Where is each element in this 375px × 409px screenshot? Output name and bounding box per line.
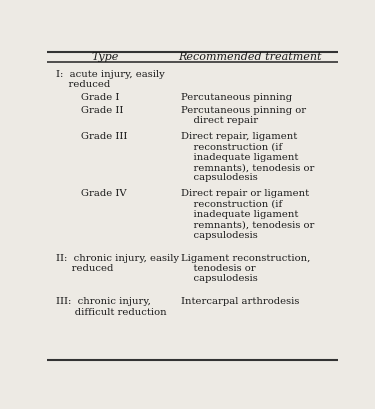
Text: I:  acute injury, easily: I: acute injury, easily	[56, 70, 164, 79]
Text: difficult reduction: difficult reduction	[56, 308, 166, 317]
Text: Ligament reconstruction,: Ligament reconstruction,	[181, 254, 310, 263]
Text: direct repair: direct repair	[181, 116, 258, 125]
Text: Direct repair or ligament: Direct repair or ligament	[181, 189, 309, 198]
Text: capsulodesis: capsulodesis	[181, 274, 257, 283]
Text: reconstruction (if: reconstruction (if	[181, 142, 282, 151]
Text: Grade I: Grade I	[56, 93, 119, 102]
Text: Grade III: Grade III	[56, 132, 127, 141]
Text: Grade II: Grade II	[56, 106, 123, 115]
Text: Percutaneous pinning or: Percutaneous pinning or	[181, 106, 306, 115]
Text: Type: Type	[92, 52, 118, 62]
Text: capsulodesis: capsulodesis	[181, 173, 257, 182]
Text: Percutaneous pinning: Percutaneous pinning	[181, 93, 292, 102]
Text: remnants), tenodesis or: remnants), tenodesis or	[181, 163, 314, 172]
Text: remnants), tenodesis or: remnants), tenodesis or	[181, 220, 314, 229]
Text: III:  chronic injury,: III: chronic injury,	[56, 297, 150, 306]
Text: inadequate ligament: inadequate ligament	[181, 153, 298, 162]
Text: reconstruction (if: reconstruction (if	[181, 200, 282, 209]
Text: reduced: reduced	[56, 80, 110, 89]
Text: capsulodesis: capsulodesis	[181, 231, 257, 240]
Text: Grade IV: Grade IV	[56, 189, 126, 198]
Text: reduced: reduced	[56, 264, 113, 273]
Text: Recommended treatment: Recommended treatment	[178, 52, 322, 62]
Text: II:  chronic injury, easily: II: chronic injury, easily	[56, 254, 178, 263]
Text: tenodesis or: tenodesis or	[181, 264, 255, 273]
Text: inadequate ligament: inadequate ligament	[181, 210, 298, 219]
Text: Intercarpal arthrodesis: Intercarpal arthrodesis	[181, 297, 299, 306]
Text: Direct repair, ligament: Direct repair, ligament	[181, 132, 297, 141]
